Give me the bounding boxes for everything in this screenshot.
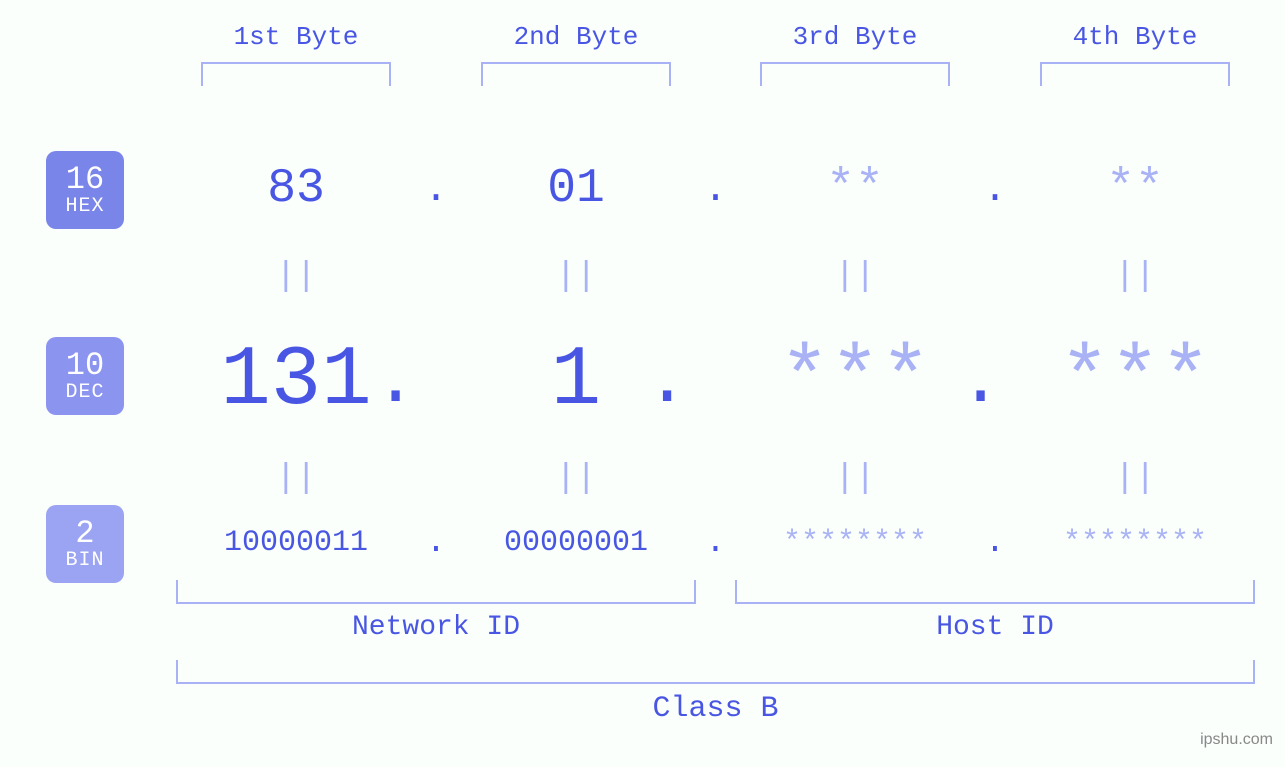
bin-byte-3: ******** (725, 526, 985, 560)
badge-dec-num: 10 (66, 349, 104, 383)
hex-byte-3: ** (755, 162, 955, 216)
bin-dot-1: . (416, 524, 456, 562)
network-bracket (176, 580, 696, 604)
badge-hex-num: 16 (66, 163, 104, 197)
bin-dot-2: . (696, 524, 736, 562)
hex-dot-2: . (696, 168, 736, 213)
eq-bot-1: || (266, 460, 326, 498)
eq-bot-2: || (546, 460, 606, 498)
badge-hex: 16HEX (46, 151, 124, 229)
host-label: Host ID (875, 612, 1115, 643)
eq-top-3: || (825, 258, 885, 296)
dec-dot-3: . (959, 346, 999, 418)
byte-header-4: 4th Byte (1035, 22, 1235, 52)
eq-top-1: || (266, 258, 326, 296)
hex-dot-1: . (416, 168, 456, 213)
network-label: Network ID (316, 612, 556, 643)
top-bracket-1 (201, 62, 391, 86)
bin-dot-3: . (975, 524, 1015, 562)
badge-dec-label: DEC (65, 382, 104, 403)
eq-bot-3: || (825, 460, 885, 498)
byte-header-1: 1st Byte (196, 22, 396, 52)
eq-top-2: || (546, 258, 606, 296)
hex-byte-2: 01 (476, 162, 676, 216)
top-bracket-2 (481, 62, 671, 86)
hex-byte-1: 83 (196, 162, 396, 216)
dec-byte-4: *** (995, 340, 1275, 424)
byte-header-3: 3rd Byte (755, 22, 955, 52)
dec-dot-2: . (646, 346, 686, 418)
badge-hex-label: HEX (65, 196, 104, 217)
top-bracket-3 (760, 62, 950, 86)
byte-header-2: 2nd Byte (476, 22, 676, 52)
badge-dec: 10DEC (46, 337, 124, 415)
top-bracket-4 (1040, 62, 1230, 86)
eq-bot-4: || (1105, 460, 1165, 498)
bin-byte-2: 00000001 (446, 526, 706, 560)
badge-bin-label: BIN (65, 550, 104, 571)
eq-top-4: || (1105, 258, 1165, 296)
watermark: ipshu.com (1200, 731, 1273, 749)
badge-bin: 2BIN (46, 505, 124, 583)
bin-byte-4: ******** (1005, 526, 1265, 560)
hex-byte-4: ** (1035, 162, 1235, 216)
badge-bin-num: 2 (75, 517, 94, 551)
bin-byte-1: 10000011 (166, 526, 426, 560)
class-bracket (176, 660, 1255, 684)
class-label: Class B (596, 692, 836, 726)
hex-dot-3: . (975, 168, 1015, 213)
dec-byte-3: *** (715, 340, 995, 424)
host-bracket (735, 580, 1255, 604)
dec-dot-1: . (374, 346, 414, 418)
